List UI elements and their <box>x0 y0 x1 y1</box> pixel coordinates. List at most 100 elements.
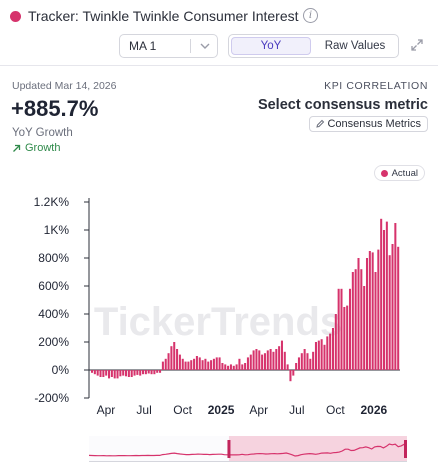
chart-bar[interactable] <box>346 305 349 370</box>
chart-bar[interactable] <box>122 370 125 376</box>
chart-bar[interactable] <box>170 346 173 370</box>
chart-bar[interactable] <box>283 351 286 370</box>
chart-bar[interactable] <box>159 370 162 373</box>
chart-bar[interactable] <box>116 370 119 379</box>
chart-bar[interactable] <box>229 364 232 370</box>
chart-bar[interactable] <box>173 342 176 370</box>
chart-bar[interactable] <box>320 339 323 370</box>
chart-bar[interactable] <box>108 370 111 379</box>
chart-bar[interactable] <box>210 360 213 370</box>
chart-bar[interactable] <box>377 249 380 370</box>
chart-bar[interactable] <box>286 364 289 370</box>
chart-bar[interactable] <box>363 286 366 370</box>
chart-bar[interactable] <box>130 370 133 377</box>
chart-bar[interactable] <box>340 288 343 370</box>
chart-bar[interactable] <box>139 370 142 376</box>
toggle-raw-values[interactable]: Raw Values <box>324 40 386 52</box>
chart-bar[interactable] <box>295 363 298 370</box>
chart-bar[interactable] <box>249 354 252 370</box>
chart-bar[interactable] <box>391 244 394 370</box>
chart-bar[interactable] <box>351 272 354 370</box>
chart-bar[interactable] <box>147 370 150 374</box>
chart-bar[interactable] <box>218 357 221 370</box>
chart-bar[interactable] <box>394 223 397 370</box>
chart-bar[interactable] <box>190 360 193 370</box>
chart-bar[interactable] <box>142 370 145 375</box>
chart-bar[interactable] <box>275 349 278 370</box>
chart-bar[interactable] <box>343 307 346 370</box>
chart-bar[interactable] <box>150 370 153 375</box>
chart-bar[interactable] <box>167 353 170 370</box>
chart-bar[interactable] <box>91 370 94 373</box>
expand-icon[interactable] <box>410 38 424 52</box>
chart-bar[interactable] <box>227 365 230 370</box>
chart-bar[interactable] <box>187 361 190 370</box>
chart-bar[interactable] <box>252 350 255 370</box>
chart-bar[interactable] <box>144 370 147 375</box>
chart-bar[interactable] <box>255 349 258 370</box>
chart-bar[interactable] <box>156 370 159 373</box>
chart-bar[interactable] <box>127 370 130 377</box>
chart-bar[interactable] <box>235 364 238 370</box>
legend-actual[interactable]: Actual <box>373 165 425 181</box>
chart-bar[interactable] <box>201 360 204 370</box>
chart-bar[interactable] <box>102 370 105 377</box>
chart-bar[interactable] <box>261 354 264 370</box>
chart-bar[interactable] <box>136 370 139 375</box>
navigator-selection[interactable] <box>228 436 407 462</box>
chart-bar[interactable] <box>303 349 306 370</box>
chart-bar[interactable] <box>266 350 269 370</box>
chart-bar[interactable] <box>195 356 198 370</box>
chart-bar[interactable] <box>212 358 215 370</box>
toggle-yoy[interactable]: YoY <box>231 37 311 55</box>
chart-bar[interactable] <box>164 358 167 370</box>
chart-bar[interactable] <box>119 370 122 377</box>
chart-bar[interactable] <box>297 357 300 370</box>
chart-bar[interactable] <box>317 340 320 370</box>
chart-bar[interactable] <box>385 221 388 370</box>
chart-bar[interactable] <box>105 370 108 376</box>
navigator-handle-left[interactable] <box>227 440 231 458</box>
chart-bar[interactable] <box>161 361 164 370</box>
chart-bar[interactable] <box>221 363 224 370</box>
chart-bar[interactable] <box>99 370 102 377</box>
chart-bar[interactable] <box>300 353 303 370</box>
chart-bar[interactable] <box>207 361 210 370</box>
chart-bar[interactable] <box>232 365 235 370</box>
range-navigator[interactable] <box>89 436 407 462</box>
chart-bar[interactable] <box>397 246 400 370</box>
chart-bar[interactable] <box>371 252 374 370</box>
chart-bar[interactable] <box>292 370 295 376</box>
chart-bar[interactable] <box>263 353 266 370</box>
chart-bar[interactable] <box>133 370 136 376</box>
chart-bar[interactable] <box>312 351 315 370</box>
chart-bar[interactable] <box>153 370 156 375</box>
chart-bar[interactable] <box>280 340 283 370</box>
chart-bar[interactable] <box>113 370 116 379</box>
chart-bar[interactable] <box>224 364 227 370</box>
chart-bar[interactable] <box>357 258 360 370</box>
chart-bar[interactable] <box>125 370 128 377</box>
chart-bar[interactable] <box>354 269 357 370</box>
info-icon[interactable]: i <box>303 8 318 23</box>
chart-bar[interactable] <box>181 358 184 370</box>
chart-bar[interactable] <box>374 272 377 370</box>
chart-bar[interactable] <box>309 358 312 370</box>
chart-bar[interactable] <box>388 255 391 370</box>
chart-bar[interactable] <box>334 314 337 370</box>
navigator-handle-right[interactable] <box>404 440 407 458</box>
chart-bar[interactable] <box>176 349 179 370</box>
chart-bar[interactable] <box>215 357 218 370</box>
chart-bar[interactable] <box>110 370 113 377</box>
chart-bar[interactable] <box>360 269 363 370</box>
chart-bar[interactable] <box>238 358 241 370</box>
chart-bar[interactable] <box>198 357 201 370</box>
chart-bar[interactable] <box>365 258 369 370</box>
chart-bar[interactable] <box>326 336 329 370</box>
chart-bar[interactable] <box>258 350 261 370</box>
chart-bar[interactable] <box>241 364 244 370</box>
chart-bar[interactable] <box>314 342 317 370</box>
consensus-metrics-button[interactable]: Consensus Metrics <box>309 116 428 132</box>
chart-bar[interactable] <box>348 288 352 370</box>
chart-bar[interactable] <box>337 288 340 370</box>
